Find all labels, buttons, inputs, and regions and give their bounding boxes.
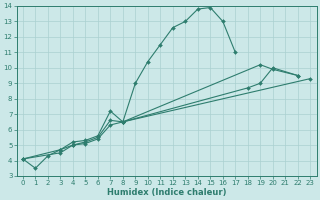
X-axis label: Humidex (Indice chaleur): Humidex (Indice chaleur) xyxy=(107,188,226,197)
